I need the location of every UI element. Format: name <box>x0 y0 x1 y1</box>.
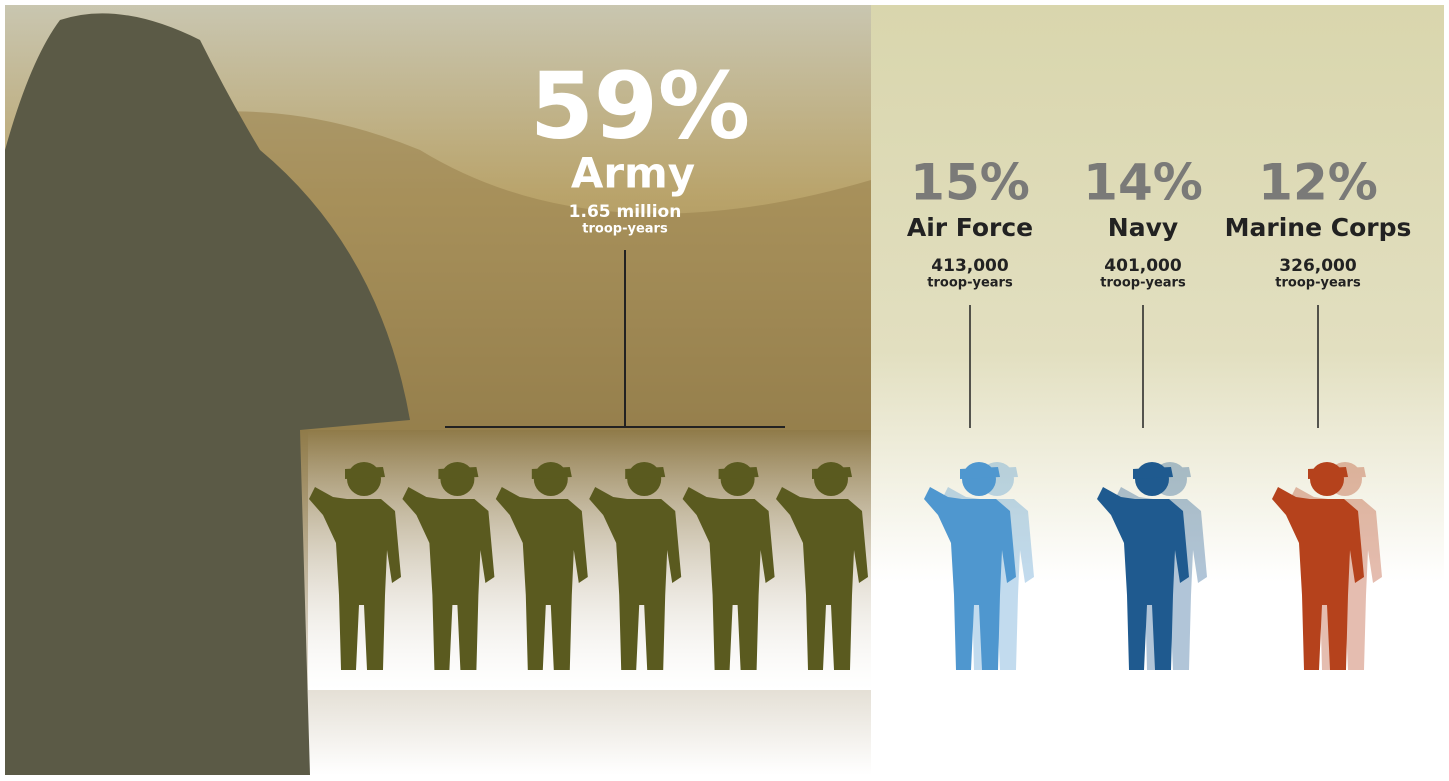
unit-label: troop-years <box>1275 276 1361 291</box>
photo-fade <box>308 430 871 690</box>
category-label: Marine Corps <box>1225 213 1412 242</box>
unit-label: troop-years <box>1100 276 1186 291</box>
amount-label: 1.65 million <box>569 202 682 222</box>
category-label: Army <box>571 149 695 198</box>
share-label: 14% <box>1083 154 1203 212</box>
category-label: Navy <box>1108 213 1178 242</box>
share-label: 15% <box>910 154 1030 212</box>
soldier-photo <box>5 13 410 776</box>
share-label: 12% <box>1258 154 1378 212</box>
amount-label: 401,000 <box>1104 256 1182 276</box>
unit-label: troop-years <box>927 276 1013 291</box>
share-label: 59% <box>530 52 750 159</box>
unit-label: troop-years <box>582 222 668 237</box>
amount-label: 413,000 <box>931 256 1009 276</box>
amount-label: 326,000 <box>1279 256 1357 276</box>
category-label: Air Force <box>907 213 1033 242</box>
